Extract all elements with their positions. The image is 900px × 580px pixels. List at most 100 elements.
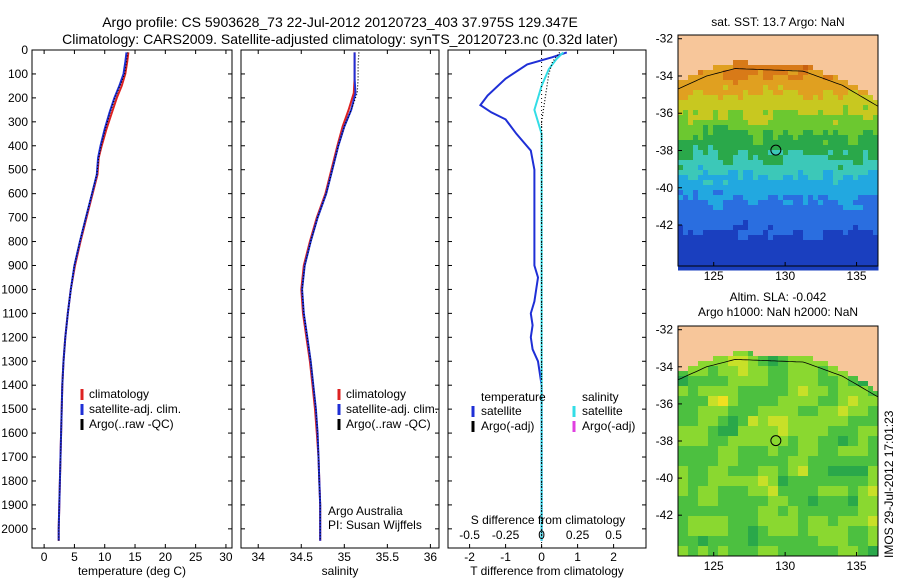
map-cell: [688, 80, 694, 86]
y-tick-label: -36: [656, 106, 674, 120]
map-cell: [848, 366, 854, 372]
map-cell: [733, 105, 739, 111]
map-cell: [688, 376, 694, 382]
map-cell: [703, 471, 709, 477]
map-cell: [743, 486, 749, 492]
map-cell: [848, 100, 854, 106]
x-tick-label: 130: [775, 269, 795, 283]
map-cell: [828, 175, 834, 181]
map-cell: [758, 531, 764, 537]
map-cell: [728, 451, 734, 457]
map-cell: [708, 105, 714, 111]
map-cell: [713, 541, 719, 547]
map-cell: [703, 501, 709, 507]
map-cell: [708, 210, 714, 216]
map-cell: [718, 110, 724, 116]
map-cell: [773, 516, 779, 522]
map-cell: [828, 230, 834, 236]
map-cell: [873, 45, 879, 51]
map-cell: [868, 185, 874, 191]
map-cell: [763, 501, 769, 507]
map-cell: [773, 531, 779, 537]
map-cell: [843, 150, 849, 156]
x-tick-label: 5: [71, 550, 78, 564]
map-cell: [723, 426, 729, 432]
map-cell: [768, 180, 774, 186]
map-cell: [748, 396, 754, 402]
map-cell: [783, 331, 789, 337]
map-cell: [778, 120, 784, 126]
map-cell: [833, 265, 839, 271]
series-line-temperature-satellite: [478, 51, 568, 541]
map-cell: [833, 376, 839, 382]
map-cell: [693, 245, 699, 251]
map-cell: [823, 260, 829, 266]
map-cell: [693, 396, 699, 402]
map-cell: [693, 406, 699, 412]
map-cell: [853, 245, 859, 251]
map-cell: [693, 100, 699, 106]
map-cell: [723, 115, 729, 121]
map-cell: [858, 225, 864, 231]
map-cell: [813, 341, 819, 347]
map-cell: [828, 115, 834, 121]
map-cell: [768, 441, 774, 447]
map-cell: [843, 546, 849, 552]
map-cell: [783, 175, 789, 181]
map-cell: [758, 95, 764, 101]
map-cell: [863, 426, 869, 432]
map-cell: [853, 476, 859, 482]
map-cell: [783, 511, 789, 517]
map-cell: [683, 391, 689, 397]
map-cell: [858, 521, 864, 527]
map-cell: [768, 361, 774, 367]
map-cell: [848, 521, 854, 527]
map-cell: [718, 140, 724, 146]
map-cell: [753, 55, 759, 61]
map-cell: [868, 501, 874, 507]
map-cell: [838, 501, 844, 507]
map-cell: [708, 326, 714, 332]
map-cell: [708, 90, 714, 96]
map-cell: [868, 346, 874, 352]
map-cell: [753, 516, 759, 522]
map-cell: [833, 125, 839, 131]
map-cell: [688, 431, 694, 437]
map-cell: [748, 511, 754, 517]
map-cell: [788, 220, 794, 226]
map-cell: [788, 185, 794, 191]
map-cell: [813, 95, 819, 101]
map-cell: [718, 245, 724, 251]
map-cell: [703, 436, 709, 442]
map-cell: [818, 526, 824, 532]
map-cell: [848, 50, 854, 56]
map-cell: [783, 516, 789, 522]
map-cell: [863, 526, 869, 532]
map-cell: [768, 481, 774, 487]
map-cell: [683, 386, 689, 392]
map-cell: [733, 110, 739, 116]
map-cell: [833, 476, 839, 482]
map-cell: [803, 70, 809, 76]
map-cell: [778, 70, 784, 76]
map-cell: [768, 220, 774, 226]
map-cell: [723, 65, 729, 71]
map-cell: [793, 210, 799, 216]
map-cell: [868, 240, 874, 246]
map-cell: [793, 336, 799, 342]
map-cell: [798, 55, 804, 61]
map-cell: [703, 40, 709, 46]
y-tick-label: 1300: [1, 354, 28, 368]
map-cell: [698, 341, 704, 347]
map-cell: [788, 255, 794, 261]
map-cell: [803, 150, 809, 156]
map-cell: [763, 70, 769, 76]
map-cell: [853, 471, 859, 477]
map-cell: [843, 65, 849, 71]
map-cell: [773, 476, 779, 482]
map-cell: [723, 356, 729, 362]
map-cell: [863, 331, 869, 337]
map-cell: [798, 411, 804, 417]
map-cell: [718, 125, 724, 131]
map-cell: [828, 240, 834, 246]
